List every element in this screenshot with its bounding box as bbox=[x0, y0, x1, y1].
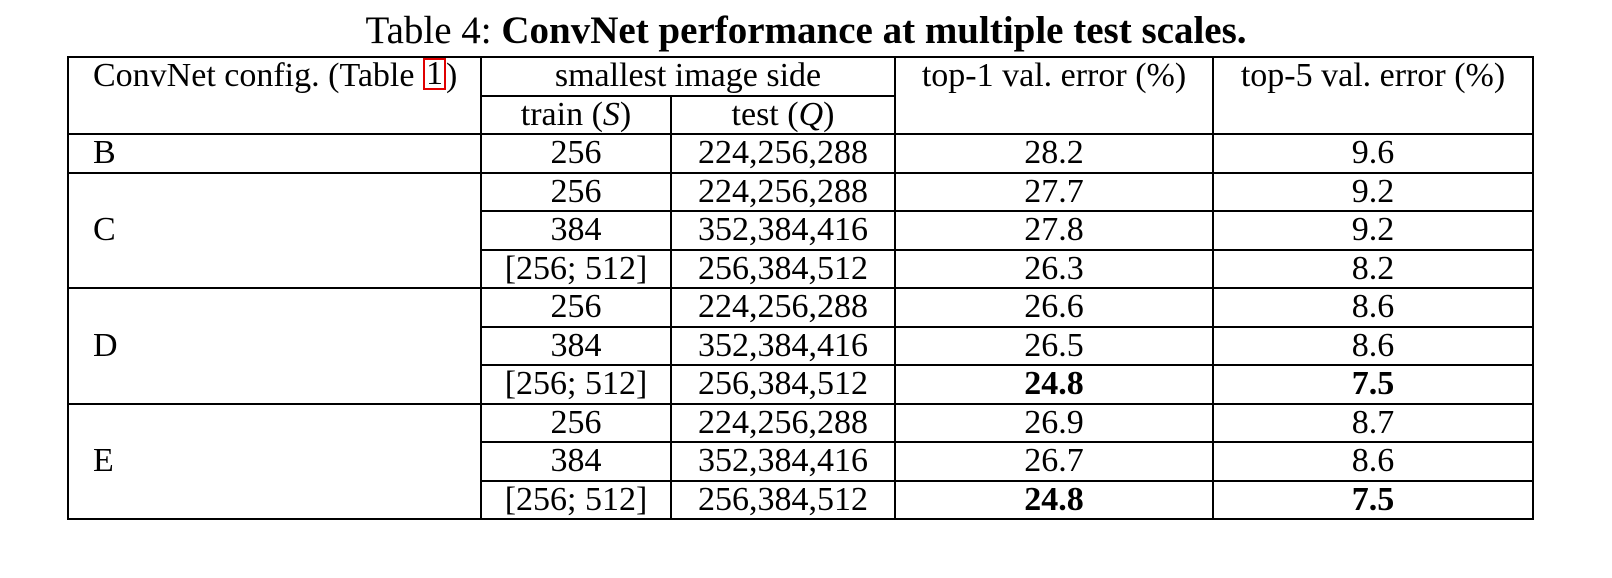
table-row: [256; 512] 256,384,512 24.8 7.5 bbox=[68, 364, 1534, 405]
test-cell: 224,256,288 bbox=[670, 133, 896, 174]
header-config-post: ) bbox=[445, 57, 458, 94]
table-row: 384 352,384,416 26.5 8.6 bbox=[68, 325, 1534, 366]
header-test-pre: test ( bbox=[731, 95, 799, 133]
top5-cell: 8.7 bbox=[1212, 402, 1534, 443]
top1-cell: 26.9 bbox=[894, 402, 1214, 443]
table-row: C 256 224,256,288 27.7 9.2 bbox=[67, 171, 1534, 289]
top5-cell-best: 7.5 bbox=[1212, 479, 1534, 520]
train-cell: [256; 512] bbox=[480, 364, 672, 405]
caption-title: ConvNet performance at multiple test sca… bbox=[501, 9, 1247, 52]
header-row-2: train (S) test (Q) bbox=[68, 94, 1533, 135]
header-smallest-image-side: smallest image side bbox=[480, 56, 896, 97]
top5-cell: 8.6 bbox=[1212, 441, 1534, 482]
table-row: 384 352,384,416 27.8 9.2 bbox=[68, 210, 1534, 251]
test-cell: 224,256,288 bbox=[670, 171, 896, 212]
header-test-post: ) bbox=[823, 95, 835, 133]
table-row: D 256 224,256,288 26.6 8.6 bbox=[67, 287, 1534, 405]
top1-cell: 26.6 bbox=[894, 287, 1214, 328]
top1-cell-best: 24.8 bbox=[894, 479, 1214, 520]
train-cell: 256 bbox=[480, 287, 672, 328]
group-d: D 256 224,256,288 26.6 8.6 384 352,384,4… bbox=[67, 287, 1534, 405]
test-cell: 352,384,416 bbox=[670, 325, 896, 366]
top1-cell: 27.8 bbox=[894, 210, 1214, 251]
train-cell: 384 bbox=[480, 325, 672, 366]
top5-cell: 9.2 bbox=[1212, 210, 1534, 251]
test-cell: 256,384,512 bbox=[670, 364, 896, 405]
table-row: [256; 512] 256,384,512 24.8 7.5 bbox=[68, 479, 1534, 520]
train-cell: 384 bbox=[480, 441, 672, 482]
train-cell: 256 bbox=[480, 402, 672, 443]
train-cell: [256; 512] bbox=[480, 479, 672, 520]
test-cell: 352,384,416 bbox=[670, 210, 896, 251]
train-cell: 256 bbox=[480, 171, 672, 212]
top5-cell: 9.6 bbox=[1212, 133, 1534, 174]
train-cell: 256 bbox=[480, 133, 672, 174]
test-cell: 352,384,416 bbox=[670, 441, 896, 482]
header-top5: top-5 val. error (%) bbox=[1212, 56, 1534, 135]
config-cell: D bbox=[67, 287, 482, 405]
top1-cell: 26.5 bbox=[894, 325, 1214, 366]
header-train: train (S) bbox=[480, 94, 672, 135]
table-header: ConvNet config. (Table 1) smallest image… bbox=[67, 56, 1534, 135]
table-row: B 256 224,256,288 28.2 9.6 bbox=[67, 133, 1534, 174]
top1-cell: 26.7 bbox=[894, 441, 1214, 482]
top5-cell-best: 7.5 bbox=[1212, 364, 1534, 405]
header-train-pre: train ( bbox=[520, 95, 603, 133]
top1-cell: 28.2 bbox=[894, 133, 1214, 174]
header-top1: top-1 val. error (%) bbox=[894, 56, 1214, 135]
results-table: ConvNet config. (Table 1) smallest image… bbox=[67, 56, 1534, 520]
test-cell: 224,256,288 bbox=[670, 402, 896, 443]
header-config: ConvNet config. (Table 1) bbox=[67, 56, 482, 135]
top5-cell: 8.2 bbox=[1212, 248, 1534, 289]
config-cell: B bbox=[67, 133, 482, 174]
caption-prefix: Table 4: bbox=[365, 9, 492, 52]
test-cell: 224,256,288 bbox=[670, 287, 896, 328]
top1-cell-best: 24.8 bbox=[894, 364, 1214, 405]
test-cell: 256,384,512 bbox=[670, 479, 896, 520]
top1-cell: 27.7 bbox=[894, 171, 1214, 212]
header-test: test (Q) bbox=[670, 94, 896, 135]
top5-cell: 8.6 bbox=[1212, 325, 1534, 366]
header-config-pre: ConvNet config. (Table bbox=[93, 57, 423, 94]
top5-cell: 8.6 bbox=[1212, 287, 1534, 328]
header-row-1: ConvNet config. (Table 1) smallest image… bbox=[67, 56, 1534, 135]
top5-cell: 9.2 bbox=[1212, 171, 1534, 212]
table-reference-link[interactable]: 1 bbox=[422, 57, 446, 91]
test-cell: 256,384,512 bbox=[670, 248, 896, 289]
table-caption: Table 4: ConvNet performance at multiple… bbox=[0, 8, 1612, 54]
config-cell: C bbox=[67, 171, 482, 289]
table-row: [256; 512] 256,384,512 26.3 8.2 bbox=[68, 248, 1534, 289]
top1-cell: 26.3 bbox=[894, 248, 1214, 289]
group-c: C 256 224,256,288 27.7 9.2 384 352,384,4… bbox=[67, 171, 1534, 289]
header-train-var: S bbox=[602, 95, 620, 133]
train-cell: [256; 512] bbox=[480, 248, 672, 289]
header-test-var: Q bbox=[798, 95, 824, 133]
header-train-post: ) bbox=[619, 95, 632, 133]
group-b: B 256 224,256,288 28.2 9.6 bbox=[67, 133, 1534, 174]
table-row: E 256 224,256,288 26.9 8.7 bbox=[67, 402, 1534, 520]
table-row: 384 352,384,416 26.7 8.6 bbox=[68, 441, 1534, 482]
train-cell: 384 bbox=[480, 210, 672, 251]
group-e: E 256 224,256,288 26.9 8.7 384 352,384,4… bbox=[67, 402, 1534, 520]
config-cell: E bbox=[67, 402, 482, 520]
